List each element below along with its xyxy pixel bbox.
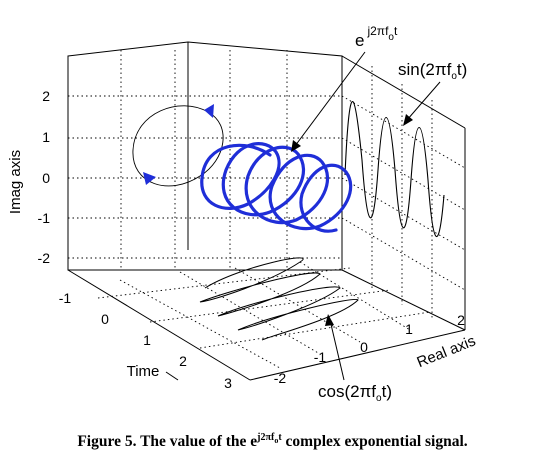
time-tick-label: -1 (59, 290, 72, 306)
time-tick-label: 3 (224, 375, 232, 391)
svg-text:cos(2πfot): cos(2πfot) (318, 382, 392, 404)
imag-tick-label: 1 (42, 129, 50, 145)
exp-power-t: t (394, 24, 398, 38)
caption-text-after: complex exponential signal. (282, 433, 468, 450)
real-axis-label: Real axis (415, 332, 479, 371)
rotation-indicator (133, 104, 223, 186)
svg-text:sin(2πfot): sin(2πfot) (398, 60, 467, 82)
figure-caption: Figure 5. The value of the ej2πfot compl… (0, 432, 545, 451)
imag-tick-label: -1 (38, 210, 51, 226)
real-tick-label: 2 (457, 312, 465, 328)
imag-axis-label: Imag axis (7, 150, 24, 214)
time-tick-label: 2 (179, 353, 187, 369)
cos-prefix: cos(2πf (318, 382, 376, 401)
real-tick-label: -2 (274, 370, 287, 386)
imag-tick-label: 0 (42, 170, 50, 186)
exp-power: j2πf (366, 24, 389, 38)
rotation-arrowhead (204, 104, 214, 118)
time-tick-label: 0 (101, 311, 109, 327)
sin-annotation: sin(2πfot) (398, 60, 467, 126)
imag-tick-label: 2 (42, 88, 50, 104)
time-axis-label: Time (127, 363, 160, 380)
imag-tick-label: -2 (38, 250, 51, 266)
complex-exponential-plot: 2 1 0 -1 -2 Imag axis -1 0 1 2 3 Time -2… (0, 0, 545, 432)
real-tick-label: 0 (360, 339, 368, 355)
caption-power: j2πf (257, 432, 274, 443)
sin-prefix: sin(2πf (398, 60, 452, 79)
imag-axis-ticks: 2 1 0 -1 -2 (38, 88, 51, 266)
time-tick-label: 1 (143, 332, 151, 348)
caption-text-before: The value of the e (140, 433, 257, 450)
real-tick-label: -1 (314, 349, 327, 365)
caption-label: Figure 5. (77, 433, 136, 450)
real-tick-label: 1 (405, 321, 413, 337)
cos-suffix: t) (382, 382, 392, 401)
svg-text:ej2πfot: e j2πfot (355, 24, 398, 50)
sin-suffix: t) (457, 60, 467, 79)
sin-projection-curve (345, 102, 444, 237)
exp-base: e (355, 31, 364, 50)
